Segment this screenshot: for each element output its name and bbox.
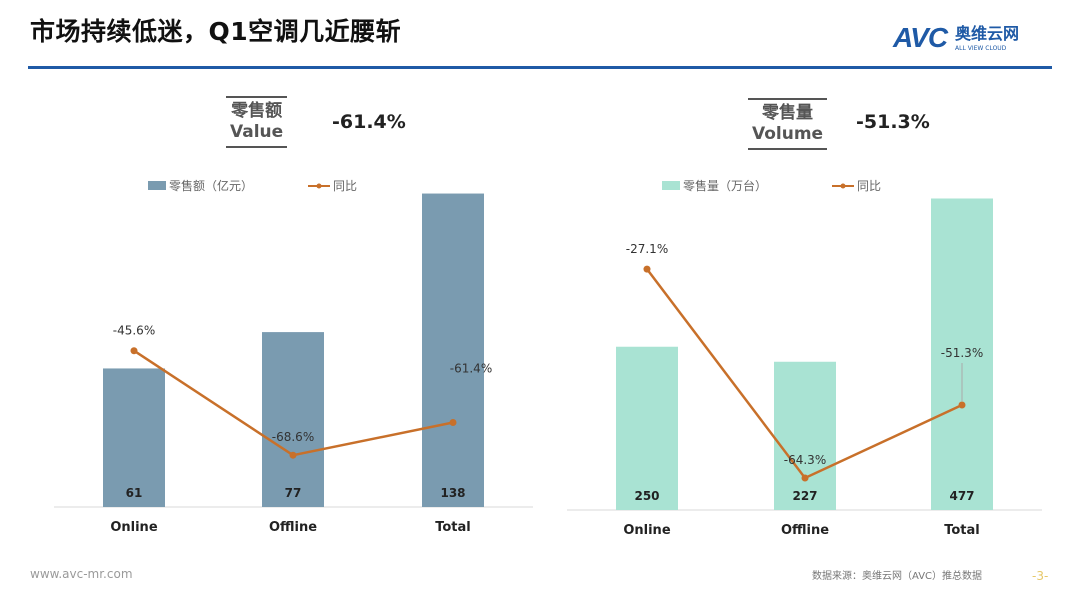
legend-swatch-bar [662,181,680,190]
yoy-label: -64.3% [784,453,826,467]
header-divider [28,66,1052,69]
yoy-label: -68.6% [272,430,314,444]
bar-offline [774,361,836,510]
yoy-label: -45.6% [113,324,155,338]
yoy-point [801,474,809,482]
legend-label-bar: 零售额（亿元） [169,178,253,193]
category-label: Total [435,520,471,535]
logo-text-stack: 奥维云网 ALL VIEW CLOUD [955,24,1019,53]
kpi-label-value: 零售额 Value [226,96,288,148]
bar-value-label: 477 [949,489,974,503]
yoy-label: -61.4% [450,362,492,376]
kpi-value-retail-volume: -51.3% [856,111,930,133]
category-label: Online [623,523,670,538]
category-label: Total [944,523,980,538]
yoy-point [958,401,966,409]
legend-label-line: 同比 [333,179,357,193]
legend-swatch-bar [148,181,166,190]
legend-marker-line [316,183,322,189]
page-title: 市场持续低迷，Q1空调几近腰斩 [30,17,402,46]
bar-offline [262,332,324,507]
logo-mark: AVC [893,22,948,53]
yoy-label: -51.3% [941,346,983,360]
bar-value-label: 61 [126,486,143,500]
bar-total [931,198,993,510]
bar-value-label: 227 [792,489,817,503]
category-label: Online [110,520,157,535]
logo-en: ALL VIEW CLOUD [955,44,1007,52]
yoy-point [449,419,457,427]
bar-value-label: 250 [634,489,659,503]
bar-total [422,193,484,508]
kpi-label-en: Volume [752,124,824,144]
legend-label-bar: 零售量（万台） [683,178,767,193]
kpi-label-en: Value [230,122,284,142]
yoy-point [130,347,138,355]
category-label: Offline [781,523,829,538]
data-source: 数据来源：奥维云网（AVC）推总数据 [812,571,983,582]
yoy-point [643,265,651,273]
yoy-label: -27.1% [626,242,668,256]
yoy-point [289,451,297,459]
legend-label-line: 同比 [857,179,881,193]
kpi-value-retail-sales: -61.4% [332,111,406,133]
category-label: Offline [269,520,317,535]
bar-online [616,346,678,510]
kpi-label-cn: 零售额 [231,101,283,121]
page-number: -3- [1032,569,1049,583]
footer-url: www.avc-mr.com [30,567,133,581]
avc-logo: AVC 奥维云网 ALL VIEW CLOUD [893,22,1019,54]
kpi-label-cn: 零售量 [762,103,814,123]
legend-marker-line [840,183,846,189]
bar-online [103,368,165,507]
kpi-label-volume: 零售量 Volume [748,98,828,150]
bar-value-label: 77 [285,486,302,500]
bar-value-label: 138 [440,486,465,500]
logo-cn: 奥维云网 [955,23,1020,43]
